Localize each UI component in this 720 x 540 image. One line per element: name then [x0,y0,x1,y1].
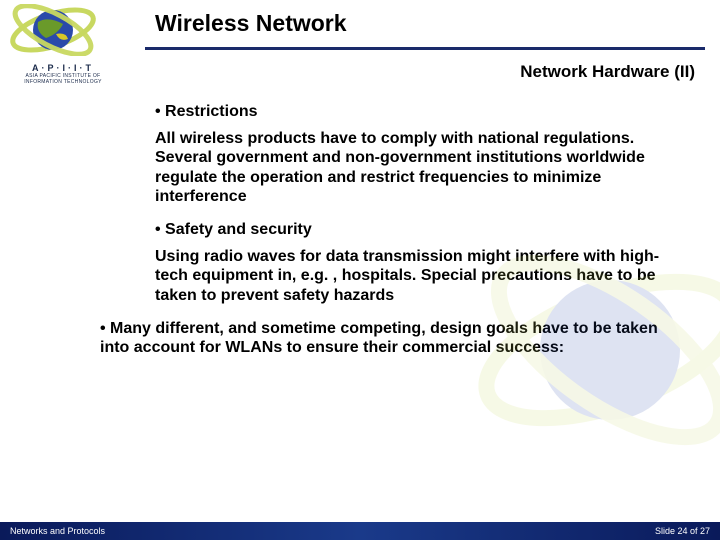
slide-title: Wireless Network [155,10,720,37]
logo: A·P·I·I·T ASIA PACIFIC INSTITUTE OF INFO… [8,4,118,94]
logo-subtitle: ASIA PACIFIC INSTITUTE OF INFORMATION TE… [8,73,118,85]
footer-right-text: Slide 24 of 27 [655,526,710,536]
logo-acronym: A·P·I·I·T [8,63,118,73]
content-block-2: • Many different, and sometime competing… [100,319,685,357]
title-underline [145,47,705,50]
footer-left-text: Networks and Protocols [10,526,105,536]
bullet-design-goals: • Many different, and sometime competing… [100,319,685,357]
header: A·P·I·I·T ASIA PACIFIC INSTITUTE OF INFO… [0,0,720,82]
bullet-safety: • Safety and security [155,220,685,239]
logo-globe-icon [8,4,98,56]
bullet-restrictions: • Restrictions [155,102,685,121]
para-safety: Using radio waves for data transmission … [155,247,685,305]
content-block-1: • Restrictions All wireless products hav… [155,102,685,305]
footer-bar: Networks and Protocols Slide 24 of 27 [0,522,720,540]
para-restrictions: All wireless products have to comply wit… [155,129,685,206]
